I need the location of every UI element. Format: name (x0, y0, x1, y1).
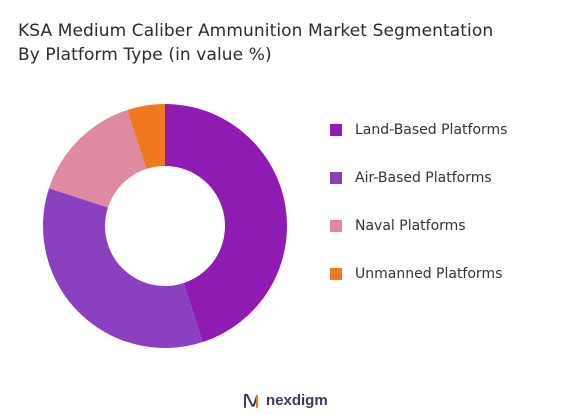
legend-swatch (330, 220, 342, 232)
legend-label: Land-Based Platforms (355, 122, 508, 138)
legend-swatch (330, 124, 342, 136)
legend-label: Air-Based Platforms (355, 170, 492, 186)
legend-swatch (330, 172, 342, 184)
chart-title-line-1: KSA Medium Caliber Ammunition Market Seg… (18, 21, 494, 41)
brand-logo-text: nexdigm (266, 392, 328, 409)
legend-item: Naval Platforms (330, 216, 466, 236)
chart-title: KSA Medium Caliber Ammunition Market Seg… (18, 19, 558, 67)
legend-item: Land-Based Platforms (330, 120, 507, 140)
chart-title-line-2: By Platform Type (in value %) (18, 45, 272, 65)
donut-slice-naval-platforms (48, 109, 147, 208)
brand-logo: nexdigm (243, 392, 328, 409)
legend-item: Unmanned Platforms (330, 264, 502, 284)
brand-logo-icon (244, 393, 258, 408)
legend-item: Air-Based Platforms (330, 168, 492, 188)
donut-chart (42, 104, 287, 348)
donut-slice-air-based-platforms (42, 188, 203, 348)
legend-label: Naval Platforms (355, 218, 466, 234)
donut-slice-land-based-platforms (165, 104, 287, 343)
legend-swatch (330, 268, 342, 280)
donut-slice-unmanned-platforms (127, 104, 165, 169)
legend-label: Unmanned Platforms (355, 266, 503, 282)
